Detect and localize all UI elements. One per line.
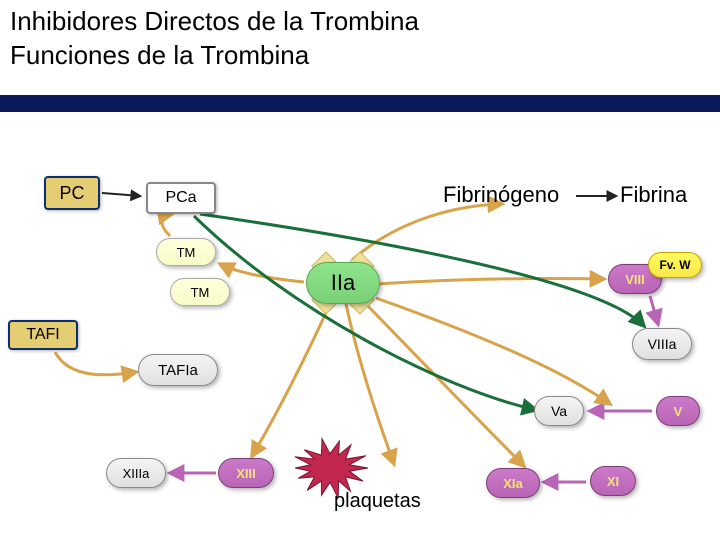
node-xia: XIa [486,468,540,498]
node-v: V [656,396,700,426]
node-pc: PC [44,176,100,210]
edge-IIa-TM [220,264,304,282]
node-xi: XI [590,466,636,496]
node-iia: IIa [306,262,380,304]
label-fibrinogeno: Fibrinógeno [443,182,559,208]
edge-TAFI-TAFIa [55,352,136,375]
node-xiiia: XIIIa [106,458,166,488]
node-tm1: TM [156,238,216,266]
slide-title-line1: Inhibidores Directos de la Trombina [10,6,419,37]
edge-IIa-Va [376,298,610,404]
node-tafi: TAFI [8,320,78,350]
edge-PC-PCa [102,193,140,196]
label-fibrina: Fibrina [620,182,687,208]
label-plaquetas: plaquetas [334,490,421,513]
edge-IIa-plaquetas [346,304,394,464]
node-pca: PCa [146,182,216,214]
edge-PCa-Va [194,216,536,410]
node-viiia: VIIIa [632,328,692,360]
edge-PCa-VIIIa [200,214,644,326]
edge-IIa-fibrinogeno [352,204,502,260]
edge-TM-PCa [162,214,172,236]
node-tafia: TAFIa [138,354,218,386]
node-fvw: Fv. W [648,252,702,278]
node-xiii: XIII [218,458,274,488]
edge-IIa-XIII [252,304,330,456]
node-tm2: TM [170,278,230,306]
slide-title-line2: Funciones de la Trombina [10,40,309,71]
edge-VIII-VIIIa [650,296,658,324]
edge-IIa-VIII [378,279,604,284]
edge-IIa-XI [366,304,524,466]
node-va: Va [534,396,584,426]
